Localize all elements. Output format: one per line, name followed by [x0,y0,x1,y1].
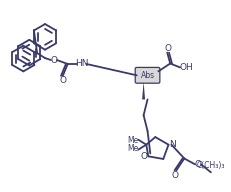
Text: O: O [59,76,66,85]
Text: O: O [194,160,201,169]
Text: O: O [50,55,57,65]
Text: O: O [164,44,171,53]
Text: HN: HN [74,60,88,69]
Polygon shape [142,82,144,99]
Text: O: O [171,171,178,180]
Text: C(CH₃)₃: C(CH₃)₃ [196,161,224,170]
Text: Abs: Abs [140,71,154,80]
Text: O: O [140,152,147,161]
Text: Me: Me [126,144,137,153]
FancyBboxPatch shape [135,67,159,83]
Text: N: N [168,140,175,149]
Text: Me: Me [126,136,137,145]
Text: OH: OH [178,63,192,72]
